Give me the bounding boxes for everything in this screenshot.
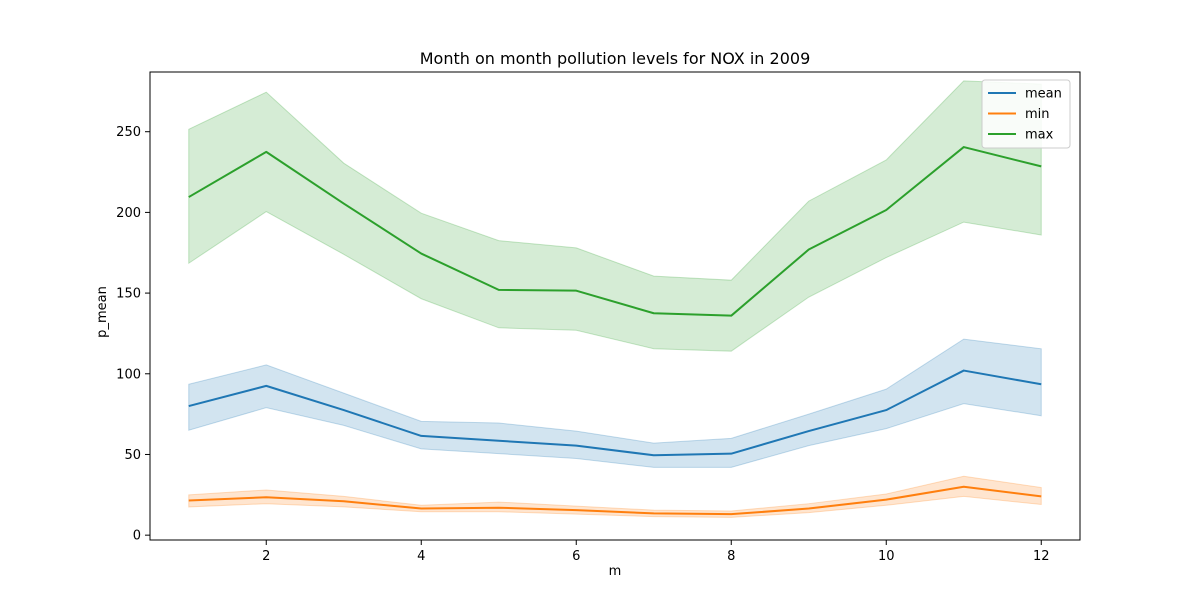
x-tick-label-4: 4 [417, 549, 425, 564]
y-tick-label-250: 250 [116, 125, 141, 140]
line-max [188, 146, 1042, 317]
y-tick-label-200: 200 [116, 206, 141, 221]
legend-label-max: max [1025, 128, 1054, 143]
chart-title: Month on month pollution levels for NOX … [420, 49, 811, 68]
plot-frame [149, 71, 1081, 541]
y-tick-label-50: 50 [124, 448, 141, 463]
series-lines [188, 146, 1042, 516]
x-axis-label: m [609, 564, 622, 579]
y-axis-label: p_mean [95, 286, 110, 338]
x-tick-label-6: 6 [572, 549, 580, 564]
confidence-bands [188, 80, 1042, 518]
legend: mean min max [981, 79, 1071, 149]
y-tick-label-100: 100 [116, 367, 141, 382]
x-tick-label-2: 2 [262, 549, 270, 564]
line-mean [188, 369, 1042, 457]
band-max [188, 80, 1042, 352]
axes: 2 4 6 8 10 12 0 50 100 150 200 250 [116, 71, 1081, 564]
legend-label-mean: mean [1025, 87, 1062, 102]
y-tick-label-150: 150 [116, 287, 141, 302]
band-mean [188, 338, 1042, 468]
legend-label-min: min [1025, 107, 1050, 122]
x-tick-label-8: 8 [727, 549, 735, 564]
y-tick-label-0: 0 [133, 529, 141, 544]
x-tick-label-12: 12 [1033, 549, 1050, 564]
line-min [188, 485, 1042, 516]
legend-box [981, 79, 1071, 149]
x-tick-label-10: 10 [878, 549, 895, 564]
